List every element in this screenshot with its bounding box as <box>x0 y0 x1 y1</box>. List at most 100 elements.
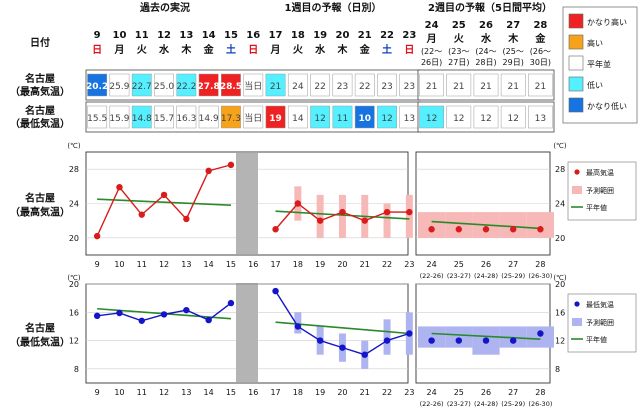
week2-value-cell <box>473 105 499 129</box>
observed-point <box>205 167 212 175</box>
forecast-point <box>361 351 368 358</box>
week2-cell-value: 21 <box>507 82 518 92</box>
week2-point <box>537 226 544 233</box>
week2-value-cell <box>500 73 526 97</box>
forecast-point <box>316 217 324 224</box>
value-cell <box>243 105 264 129</box>
x-tick: 10 <box>114 388 124 397</box>
week2-value-cell <box>500 105 526 129</box>
week2-value-cell <box>528 105 553 129</box>
x-tick-week2-range: (23-27) <box>447 272 471 280</box>
y-tick-right: 20 <box>555 234 565 243</box>
week2-day-number: 25 <box>452 20 466 31</box>
week2-weekday: 木 <box>507 32 519 45</box>
value-cell <box>176 105 197 129</box>
x-tick: 9 <box>95 388 100 397</box>
forecast-point <box>406 208 413 216</box>
week2-value-cell <box>419 73 444 97</box>
y-tick-right: 12 <box>555 337 565 346</box>
observed-point <box>227 161 235 169</box>
week2-value-cell <box>419 105 444 129</box>
observed-point <box>116 309 123 317</box>
weekday: 金 <box>359 43 371 56</box>
x-tick-week2-range: (25-29) <box>501 272 525 280</box>
x-tick-week2: 25 <box>454 388 464 397</box>
weekday: 金 <box>203 43 215 56</box>
week2-range-end: 30日) <box>530 58 551 67</box>
week2-point <box>510 226 517 233</box>
date-label: 日付 <box>30 36 50 49</box>
forecast-range-bar <box>294 312 302 334</box>
x-tick: 22 <box>382 388 392 397</box>
weekday: 月 <box>270 44 281 56</box>
week2-range-bar <box>418 212 446 238</box>
weekday: 木 <box>180 43 192 56</box>
legend-color-label: 低い <box>587 80 603 90</box>
week2-point <box>428 226 435 233</box>
value-cell <box>109 73 130 97</box>
y-unit-right: (℃) <box>553 274 567 282</box>
legend-color-label: かなり低い <box>587 101 627 111</box>
day-number: 21 <box>358 30 372 41</box>
legend-normal-label: 平年値 <box>586 203 607 212</box>
cell-value: 10 <box>358 114 371 124</box>
observed-point <box>116 183 123 191</box>
x-tick-week2: 26 <box>481 260 491 269</box>
x-tick-week2: 25 <box>454 260 464 269</box>
cell-value: 23 <box>404 82 415 92</box>
x-tick-week2: 28 <box>535 388 545 397</box>
x-tick-week2-range: (22-26) <box>420 400 444 408</box>
forecast-point <box>383 208 391 216</box>
weekday: 火 <box>137 44 148 56</box>
y-tick-left: 20 <box>69 234 79 243</box>
x-tick: 22 <box>382 260 392 269</box>
chart-station-label: 名古屋 <box>25 192 55 205</box>
weekday: 土 <box>382 43 392 56</box>
y-tick-left: 12 <box>69 337 79 346</box>
observed-point <box>160 311 168 318</box>
value-cell <box>87 73 108 97</box>
legend-swatch <box>568 13 584 29</box>
cell-value: 28.5 <box>220 82 242 92</box>
week2-weekday: 月 <box>426 33 437 45</box>
week2-point <box>482 226 490 233</box>
x-tick-week2: 24 <box>427 388 437 397</box>
x-tick: 17 <box>270 388 280 397</box>
cell-value: 15.9 <box>109 114 129 124</box>
y-tick-right: 8 <box>555 365 560 374</box>
cell-value: 19 <box>269 114 282 124</box>
x-tick: 19 <box>315 388 325 397</box>
week2-range-end: 28日) <box>475 58 496 67</box>
week2-day-number: 24 <box>425 20 439 31</box>
cell-value: 23 <box>337 82 348 92</box>
forecast-point <box>316 337 324 344</box>
y-unit-right: (℃) <box>553 142 567 150</box>
y-tick-right: 28 <box>555 165 565 174</box>
x-tick-week2-range: (24-28) <box>474 272 498 280</box>
week2-day-number: 27 <box>506 20 520 31</box>
observed-point <box>183 215 190 223</box>
x-tick: 13 <box>181 260 191 269</box>
normal-line-week2 <box>431 332 541 340</box>
forecast-point <box>406 330 413 337</box>
week2-range-start: (24〜 <box>475 47 496 56</box>
cell-value: 20.2 <box>86 82 108 92</box>
forecast-point <box>339 208 346 216</box>
x-tick-week2-range: (24-28) <box>474 400 498 408</box>
week2-day-number: 28 <box>533 20 547 31</box>
week2-range-end: 27日) <box>448 58 469 67</box>
x-tick: 23 <box>404 260 414 269</box>
week2-cell-value: 12 <box>453 114 464 124</box>
x-tick: 11 <box>137 260 147 269</box>
week2-range-start: (22〜 <box>421 47 442 56</box>
legend-swatch <box>568 76 584 92</box>
cell-value: 15.7 <box>154 114 174 124</box>
week2-title: 2週目の予報（5日間平均） <box>428 1 552 14</box>
week2-cell-value: 12 <box>426 114 437 124</box>
value-cell <box>265 105 286 129</box>
normal-line-week2 <box>431 220 541 230</box>
past-title: 過去の実況 <box>139 1 190 14</box>
cell-value: 22 <box>314 82 325 92</box>
day-number: 12 <box>157 30 171 41</box>
